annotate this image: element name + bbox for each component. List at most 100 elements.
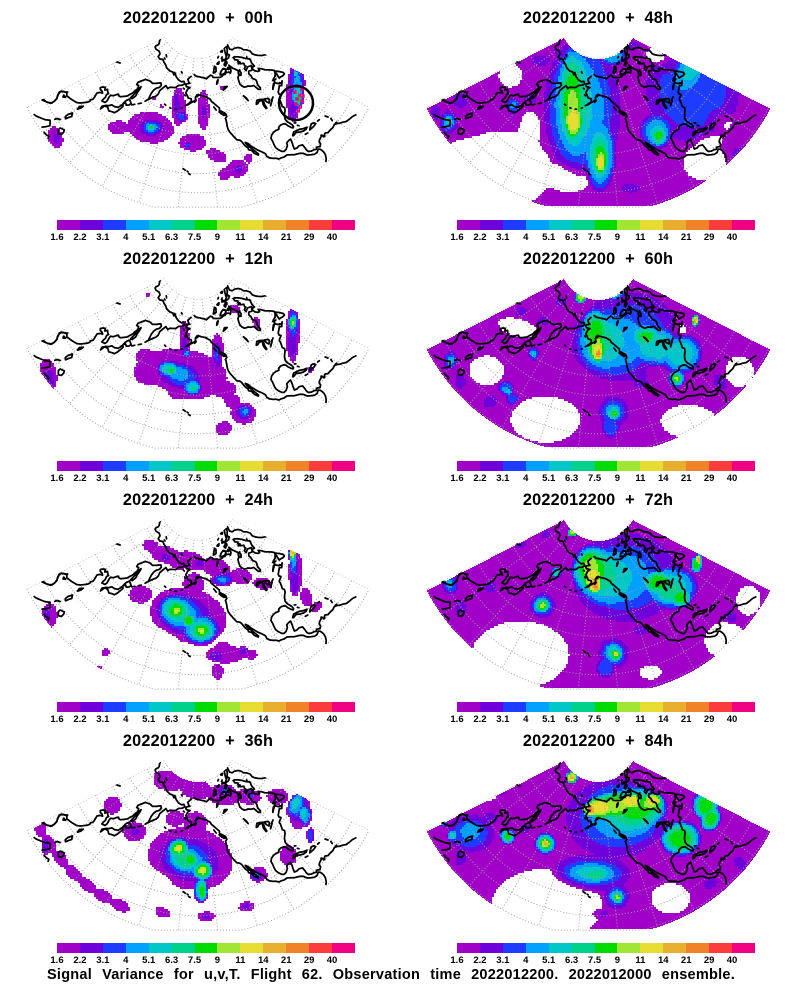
colorbar-cell	[309, 460, 333, 471]
colorbar-tick-label: 3.1	[96, 714, 110, 725]
colorbar	[57, 460, 355, 471]
colorbar-labels: 1.6 2.2 3.1 4 5.1 6.3 7.5 9 11 14 21 29 40	[400, 473, 800, 485]
colorbar-cell	[286, 460, 310, 471]
coastlines	[33, 279, 357, 417]
colorbar-labels: 1.6 2.2 3.1 4 5.1 6.3 7.5 9 11 14 21 29 40	[400, 232, 800, 244]
colorbar-tick-label: 29	[303, 232, 315, 243]
colorbar	[457, 942, 755, 953]
graticule	[426, 760, 770, 932]
colorbar-cell	[663, 219, 687, 230]
forecast-panel-12h: 2022012200 + 12h1.62.23.145.16.37.591114…	[0, 241, 400, 484]
variance-field-canvas	[400, 241, 800, 482]
colorbar-cell	[548, 942, 572, 953]
colorbar-cell	[194, 219, 218, 230]
colorbar-cell	[102, 219, 126, 230]
variance-field-canvas	[0, 0, 400, 241]
graticule	[26, 37, 370, 209]
colorbar-labels: 1.6 2.2 3.1 4 5.1 6.3 7.5 9 11 14 21 29 40	[400, 714, 800, 726]
colorbar-tick-label: 11	[235, 714, 246, 725]
colorbar-cell	[217, 701, 241, 712]
colorbar-tick-label: 21	[280, 473, 292, 484]
colorbar-tick-label: 5.1	[542, 473, 556, 484]
colorbar-tick-label: 40	[726, 473, 738, 484]
colorbar-cell	[548, 701, 572, 712]
colorbar	[457, 701, 755, 712]
colorbar-tick-label: 14	[658, 714, 669, 725]
colorbar-cell	[686, 219, 710, 230]
coastlines	[33, 38, 357, 176]
colorbar-tick-label: 6.3	[165, 714, 179, 725]
colorbar-tick-label: 11	[635, 955, 646, 966]
colorbar-cell	[640, 219, 664, 230]
colorbar-tick-label: 21	[280, 714, 292, 725]
colorbar	[57, 942, 355, 953]
colorbar-tick-label: 6.3	[165, 473, 179, 484]
colorbar-tick-label: 7.5	[187, 955, 202, 966]
colorbar-tick-label: 5.1	[142, 955, 156, 966]
colorbar-cell	[57, 219, 80, 230]
colorbar-cell	[663, 460, 687, 471]
colorbar-tick-label: 2.2	[473, 714, 487, 725]
colorbar-tick-label: 14	[658, 955, 669, 966]
colorbar-cell	[194, 701, 218, 712]
colorbar-cell	[79, 942, 103, 953]
colorbar-tick-label: 5.1	[142, 232, 156, 243]
colorbar-cell	[240, 219, 264, 230]
colorbar-cell	[148, 701, 172, 712]
colorbar-cell	[548, 460, 572, 471]
colorbar-tick-label: 11	[235, 473, 246, 484]
colorbar-cell	[148, 219, 172, 230]
colorbar-cell	[709, 942, 733, 953]
colorbar-tick-label: 4	[123, 955, 129, 966]
map-overlay	[26, 519, 370, 691]
colorbar-tick-label: 4	[123, 714, 129, 725]
colorbar-tick-label: 3.1	[96, 232, 110, 243]
colorbar-tick-label: 40	[726, 955, 738, 966]
colorbar-cell	[240, 701, 264, 712]
colorbar-cell	[263, 219, 287, 230]
colorbar-tick-label: 1.6	[450, 473, 464, 484]
colorbar-tick-label: 6.3	[165, 232, 179, 243]
colorbar-cell	[102, 460, 126, 471]
figure-caption: Signal Variance for u,v,T. Flight 62. Ob…	[47, 967, 735, 983]
colorbar-tick-label: 5.1	[542, 714, 556, 725]
colorbar-tick-label: 21	[680, 955, 692, 966]
colorbar-tick-label: 9	[214, 955, 221, 966]
colorbar-tick-label: 40	[326, 955, 338, 966]
colorbar-cell	[525, 460, 549, 471]
colorbar-tick-label: 40	[326, 473, 338, 484]
graticule	[426, 519, 770, 691]
colorbar-cell	[217, 460, 241, 471]
coastlines	[433, 279, 757, 417]
colorbar-cell	[148, 460, 172, 471]
colorbar-tick-label: 40	[326, 232, 338, 243]
colorbar-cell	[709, 460, 733, 471]
colorbar-cell	[171, 942, 195, 953]
colorbar-cell	[171, 460, 195, 471]
colorbar-cell	[263, 460, 287, 471]
colorbar-cell	[171, 219, 195, 230]
coastlines	[433, 761, 757, 899]
colorbar-tick-label: 29	[303, 955, 315, 966]
colorbar-tick-label: 2.2	[73, 714, 87, 725]
forecast-panel-72h: 2022012200 + 72h1.62.23.145.16.37.591114…	[400, 482, 800, 726]
colorbar-cell	[240, 460, 264, 471]
colorbar-tick-label: 7.5	[587, 955, 602, 966]
colorbar-cell	[79, 701, 103, 712]
colorbar-tick-label: 5.1	[542, 955, 556, 966]
colorbar-tick-label: 7.5	[187, 473, 202, 484]
colorbar-tick-label: 1.6	[450, 955, 464, 966]
colorbar-cell	[594, 942, 618, 953]
colorbar-tick-label: 6.3	[565, 232, 579, 243]
colorbar-cell	[732, 942, 755, 953]
colorbar-tick-label: 7.5	[587, 714, 602, 725]
colorbar-tick-label: 2.2	[73, 232, 87, 243]
colorbar-cell	[125, 460, 149, 471]
colorbar-cell	[263, 942, 287, 953]
colorbar-tick-label: 11	[235, 232, 246, 243]
colorbar-cell	[457, 942, 480, 953]
colorbar-tick-label: 1.6	[450, 232, 464, 243]
colorbar-cell	[617, 942, 641, 953]
colorbar-labels: 1.6 2.2 3.1 4 5.1 6.3 7.5 9 11 14 21 29 40	[0, 232, 400, 244]
colorbar-tick-label: 2.2	[73, 955, 87, 966]
